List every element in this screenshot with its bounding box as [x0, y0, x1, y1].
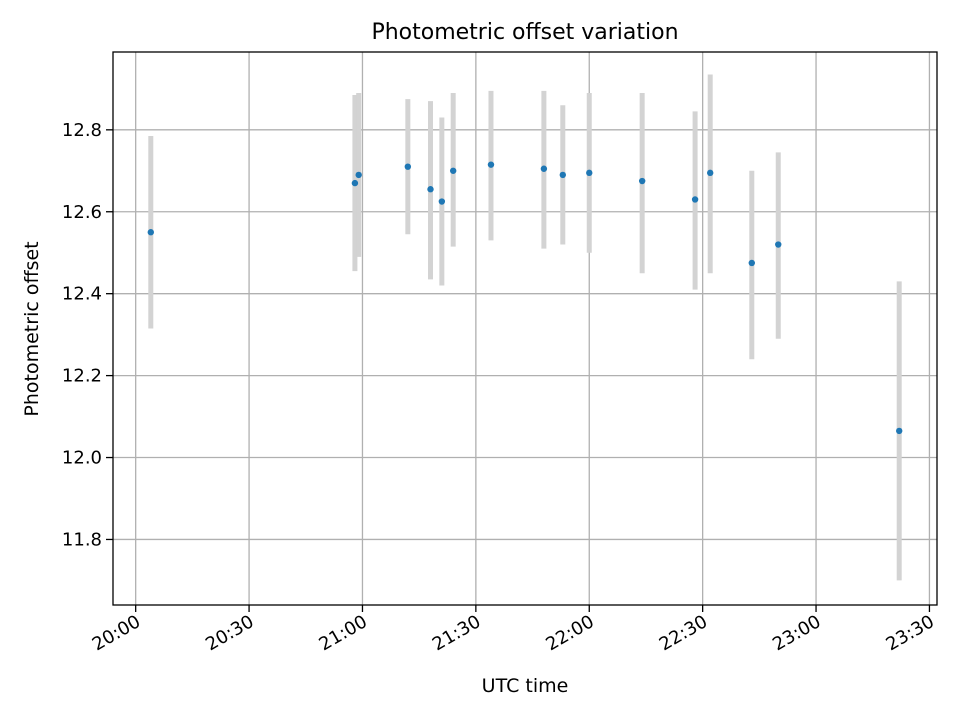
data-point [748, 259, 755, 267]
data-point [540, 165, 548, 172]
y-tick-label: 12.4 [62, 284, 102, 305]
x-axis-label: UTC time [482, 675, 569, 697]
data-point [438, 198, 446, 205]
grid [113, 52, 937, 605]
data-point [147, 229, 154, 236]
data-point [691, 196, 699, 203]
data-point [351, 179, 359, 187]
y-tick-label: 11.8 [62, 529, 102, 550]
data-point [707, 169, 714, 177]
data-point [559, 171, 566, 179]
data-point [449, 167, 457, 174]
plot-frame [112, 51, 938, 606]
data-points [147, 161, 903, 435]
data-point [487, 161, 495, 168]
data-point [355, 171, 362, 179]
y-tick-label: 12.6 [62, 202, 102, 223]
data-point [775, 241, 782, 248]
data-point [427, 186, 434, 193]
data-point [638, 177, 646, 185]
chart-title: Photometric offset variation [371, 20, 678, 45]
y-tick-label: 12.0 [62, 448, 102, 469]
y-tick-label: 12.8 [62, 120, 102, 141]
data-point [404, 163, 412, 170]
data-point [586, 169, 593, 177]
y-axis-label: Photometric offset [21, 241, 43, 416]
data-point [896, 427, 903, 435]
y-tick-label: 12.2 [62, 366, 102, 387]
